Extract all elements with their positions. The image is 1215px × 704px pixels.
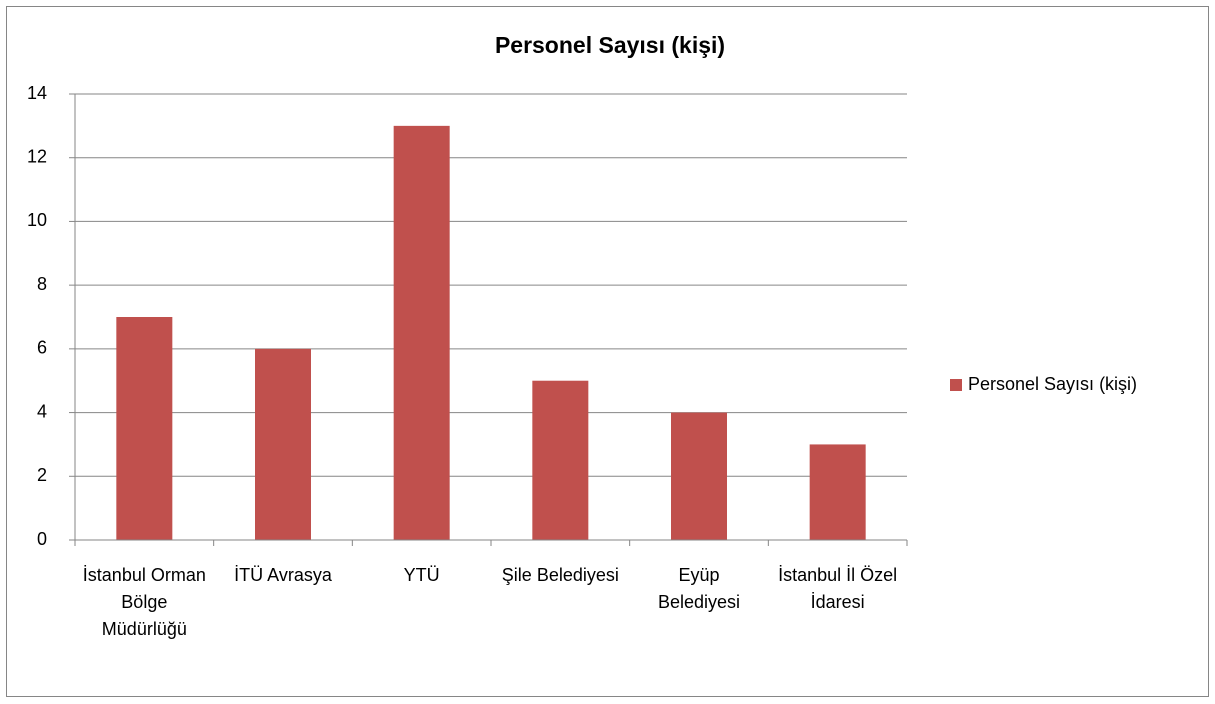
bar <box>671 412 727 540</box>
x-tick-label: İTÜ Avrasya <box>234 565 332 585</box>
y-tick-label: 12 <box>27 146 47 166</box>
legend-label: Personel Sayısı (kişi) <box>968 374 1137 394</box>
y-tick-label: 10 <box>27 210 47 230</box>
x-tick-label: Eyüp Belediyesi <box>657 565 741 612</box>
chart-title: Personel Sayısı (kişi) <box>495 32 725 58</box>
bar <box>809 444 866 540</box>
y-tick-label: 6 <box>37 338 47 358</box>
y-tick-label: 2 <box>37 465 47 485</box>
y-tick-label: 14 <box>27 83 47 103</box>
y-tick-label: 4 <box>37 401 47 421</box>
chart-border <box>6 6 1209 697</box>
x-tick-label: Şile Belediyesi <box>501 565 619 585</box>
x-tick-label: İstanbul İl Özel İdaresi <box>778 565 898 612</box>
bar <box>116 317 173 540</box>
x-tick-label: YTÜ <box>403 565 440 585</box>
legend-swatch <box>950 379 962 391</box>
y-tick-label: 8 <box>37 274 47 294</box>
bar <box>393 125 450 540</box>
y-tick-label: 0 <box>37 529 47 549</box>
bar <box>532 380 589 540</box>
x-tick-label: İstanbul Orman Bölge Müdürlüğü <box>82 565 206 639</box>
bar <box>255 348 311 540</box>
